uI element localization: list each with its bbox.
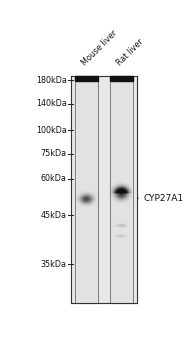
- Text: 180kDa: 180kDa: [36, 76, 67, 85]
- Bar: [110, 76, 133, 303]
- Text: 100kDa: 100kDa: [36, 126, 67, 135]
- Bar: [75, 76, 98, 303]
- Text: Mouse liver: Mouse liver: [80, 29, 119, 68]
- Bar: [75, 76, 98, 81]
- Text: Rat liver: Rat liver: [115, 37, 145, 68]
- Bar: [110, 76, 133, 81]
- Text: 45kDa: 45kDa: [41, 210, 67, 219]
- Text: 60kDa: 60kDa: [41, 174, 67, 183]
- Bar: [71, 76, 137, 303]
- Text: CYP27A1: CYP27A1: [138, 194, 184, 203]
- Text: 35kDa: 35kDa: [41, 260, 67, 269]
- Text: 75kDa: 75kDa: [41, 149, 67, 158]
- Text: 140kDa: 140kDa: [36, 99, 67, 108]
